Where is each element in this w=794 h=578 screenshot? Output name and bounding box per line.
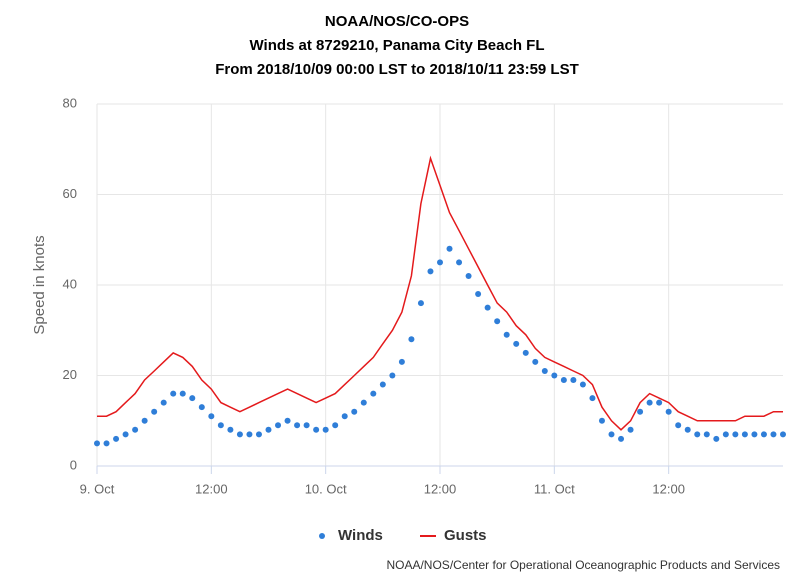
wind-point	[637, 408, 644, 415]
wind-point	[341, 413, 348, 420]
wind-point	[208, 413, 215, 420]
wind-point	[608, 431, 615, 438]
wind-point	[560, 377, 567, 384]
wind-point	[94, 440, 100, 447]
wind-point	[684, 426, 691, 433]
wind-point	[570, 377, 577, 384]
chart-subtitle: Winds at 8729210, Panama City Beach FL	[250, 37, 545, 54]
x-tick-label: 11. Oct	[534, 481, 575, 496]
wind-point	[675, 422, 682, 429]
wind-point	[665, 408, 672, 415]
legend-symbol	[319, 533, 325, 539]
wind-point	[255, 431, 262, 438]
wind-point	[141, 417, 148, 424]
wind-point	[160, 399, 167, 406]
wind-point	[360, 399, 367, 406]
wind-point	[132, 426, 139, 433]
x-tick-label: 12:00	[652, 481, 685, 496]
wind-point	[417, 300, 424, 307]
wind-point	[437, 259, 443, 266]
y-axis-label: Speed in knots	[31, 235, 48, 334]
wind-point	[513, 340, 520, 347]
y-tick-label: 80	[63, 95, 77, 110]
wind-point	[475, 291, 482, 298]
wind-point	[398, 358, 405, 365]
legend-label: Gusts	[444, 527, 487, 544]
wind-point	[465, 272, 472, 279]
wind-point	[541, 367, 548, 374]
wind-point	[446, 245, 453, 252]
wind-point	[151, 408, 158, 415]
wind-point	[198, 404, 205, 411]
wind-point	[189, 395, 196, 402]
wind-point	[484, 304, 491, 311]
wind-point	[732, 431, 739, 438]
wind-point	[646, 399, 653, 406]
wind-point	[532, 358, 539, 365]
wind-point	[408, 336, 415, 343]
wind-point	[579, 381, 586, 388]
wind-point	[389, 372, 396, 379]
wind-point	[503, 331, 510, 338]
wind-point	[751, 431, 758, 438]
wind-point	[322, 426, 329, 433]
y-tick-label: 40	[63, 276, 77, 291]
x-tick-label: 9. Oct	[80, 481, 115, 496]
wind-point	[427, 268, 434, 275]
wind-point	[770, 431, 777, 438]
wind-point	[456, 259, 463, 266]
credits: NOAA/NOS/Center for Operational Oceanogr…	[386, 558, 780, 572]
chart-title: NOAA/NOS/CO-OPS	[325, 13, 469, 30]
wind-point	[618, 435, 625, 442]
wind-point	[760, 431, 767, 438]
wind-point	[122, 431, 129, 438]
wind-point	[589, 395, 596, 402]
wind-point	[113, 435, 120, 442]
wind-point	[522, 349, 529, 356]
wind-point	[694, 431, 701, 438]
wind-point	[656, 399, 663, 406]
wind-point	[494, 318, 501, 325]
wind-point	[265, 426, 272, 433]
wind-point	[741, 431, 748, 438]
wind-point	[713, 435, 720, 442]
wind-point	[313, 426, 320, 433]
wind-point	[379, 381, 386, 388]
wind-point	[294, 422, 301, 429]
wind-point	[351, 408, 358, 415]
wind-point	[551, 372, 558, 379]
wind-point	[332, 422, 339, 429]
wind-point	[722, 431, 729, 438]
x-tick-label: 12:00	[195, 481, 228, 496]
wind-point	[598, 417, 605, 424]
wind-point	[217, 422, 224, 429]
wind-point	[370, 390, 377, 397]
wind-point	[284, 417, 291, 424]
y-tick-label: 20	[63, 367, 77, 382]
wind-point	[780, 431, 786, 438]
y-tick-label: 0	[70, 457, 77, 472]
wind-point	[246, 431, 253, 438]
gust-line	[97, 155, 783, 431]
y-tick-label: 60	[63, 186, 77, 201]
wind-point	[303, 422, 310, 429]
wind-point	[236, 431, 243, 438]
wind-point	[627, 426, 634, 433]
x-tick-label: 10. Oct	[305, 481, 347, 496]
wind-point	[703, 431, 710, 438]
wind-point	[179, 390, 186, 397]
legend-label: Winds	[338, 527, 383, 544]
wind-point	[275, 422, 282, 429]
wind-point	[170, 390, 177, 397]
wind-point	[227, 426, 234, 433]
wind-point	[103, 440, 110, 447]
x-tick-label: 12:00	[424, 481, 457, 496]
chart-subtitle: From 2018/10/09 00:00 LST to 2018/10/11 …	[215, 61, 579, 78]
